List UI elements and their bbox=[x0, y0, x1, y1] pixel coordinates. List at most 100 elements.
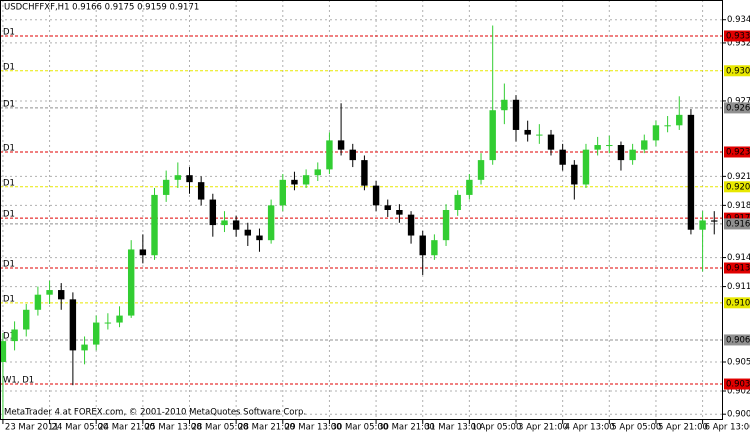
level-price-box bbox=[724, 334, 750, 346]
candle-body bbox=[594, 145, 601, 150]
candle-body bbox=[524, 129, 531, 135]
candle-body bbox=[407, 214, 415, 236]
candle-body bbox=[337, 140, 345, 150]
candle-body bbox=[687, 114, 695, 230]
candle-body bbox=[641, 140, 648, 150]
candle-body bbox=[361, 160, 368, 186]
candle-body bbox=[582, 149, 590, 185]
candle-body bbox=[349, 149, 356, 161]
x-tick-label: 28 Mar 21:00 bbox=[238, 423, 295, 433]
level-label: D1 bbox=[3, 99, 15, 109]
candle-body bbox=[81, 344, 88, 351]
level-price-box bbox=[724, 102, 750, 114]
candle-body bbox=[139, 249, 147, 256]
x-tick-label: 1 Apr 05:00 bbox=[471, 423, 521, 433]
candle-body bbox=[419, 235, 426, 256]
level-price-label: 0.9101 bbox=[726, 298, 750, 308]
candle-body bbox=[209, 199, 217, 226]
level-price-box bbox=[724, 181, 750, 193]
candle-body bbox=[244, 229, 252, 236]
level-price-box bbox=[724, 262, 750, 274]
x-tick-label: 23 Mar 2011 bbox=[5, 423, 59, 433]
candle-body bbox=[232, 220, 240, 230]
candle-body bbox=[489, 110, 496, 161]
candle-body bbox=[23, 309, 30, 330]
x-tick-label: 28 Mar 05:00 bbox=[191, 423, 248, 433]
candle-body bbox=[256, 235, 263, 241]
level-price-box bbox=[724, 218, 750, 230]
x-tick-label: 6 Apr 13:00 bbox=[705, 423, 750, 433]
candle-body bbox=[92, 322, 100, 345]
y-tick-label: 0.9345 bbox=[727, 15, 750, 25]
candle-body bbox=[501, 99, 508, 111]
candle-body bbox=[559, 149, 566, 165]
y-tick-label: 0.9275 bbox=[727, 96, 750, 106]
candle-body bbox=[58, 290, 65, 300]
candle-body bbox=[116, 315, 123, 323]
level-price-box bbox=[724, 212, 750, 224]
x-tick-label: 31 Mar 13:00 bbox=[425, 423, 482, 433]
x-tick-label: 25 Mar 13:00 bbox=[145, 423, 202, 433]
level-label: D1 bbox=[3, 143, 15, 153]
candle-body bbox=[279, 179, 286, 206]
candle-body bbox=[664, 125, 671, 127]
level-price-box bbox=[724, 378, 750, 390]
candle-body bbox=[267, 205, 275, 241]
candle-body bbox=[372, 185, 380, 206]
candle-body bbox=[46, 290, 53, 295]
candle-body bbox=[0, 341, 7, 362]
x-tick-label: 5 Apr 21:00 bbox=[658, 423, 708, 433]
candle-body bbox=[384, 205, 391, 210]
level-label: D1 bbox=[3, 331, 15, 341]
level-price-label: 0.9331 bbox=[726, 31, 750, 41]
x-tick-label: 24 Mar 05:00 bbox=[52, 423, 109, 433]
level-price-label: 0.9269 bbox=[726, 103, 750, 113]
chart-title: USDCHFFXF,H1 0.9166 0.9175 0.9159 0.9171 bbox=[4, 3, 199, 13]
candle-body bbox=[396, 210, 403, 215]
level-price-label: 0.9201 bbox=[726, 182, 750, 192]
level-price-label: 0.9131 bbox=[726, 264, 750, 274]
level-label: D1 bbox=[3, 260, 15, 270]
y-tick-label: 0.9005 bbox=[727, 410, 750, 420]
level-price-label: 0.9169 bbox=[726, 219, 750, 229]
candle-body bbox=[454, 194, 461, 210]
candle-body bbox=[711, 220, 718, 222]
candle-body bbox=[162, 179, 170, 195]
level-price-label: 0.9031 bbox=[726, 380, 750, 390]
candle-body bbox=[11, 329, 18, 342]
level-price-box bbox=[724, 65, 750, 77]
candle-body bbox=[104, 322, 112, 324]
candle-body bbox=[127, 249, 135, 316]
candle-body bbox=[174, 175, 182, 180]
y-tick-label: 0.9025 bbox=[727, 386, 750, 396]
candle-body bbox=[186, 175, 193, 183]
level-label: D1 bbox=[3, 178, 15, 188]
candle-body bbox=[431, 240, 438, 256]
candle-body bbox=[151, 194, 158, 256]
x-tick-label: 29 Mar 13:00 bbox=[285, 423, 342, 433]
level-price-label: 0.9231 bbox=[726, 147, 750, 157]
level-price-box bbox=[724, 146, 750, 158]
x-tick-label: 3 Apr 21:00 bbox=[518, 423, 568, 433]
candle-body bbox=[547, 134, 555, 150]
candle-body bbox=[197, 182, 205, 200]
level-label: D1 bbox=[3, 294, 15, 304]
candle-body bbox=[34, 294, 42, 310]
x-tick-label: 5 Apr 05:00 bbox=[611, 423, 661, 433]
candle-body bbox=[571, 164, 578, 185]
candle-body bbox=[629, 149, 636, 161]
x-tick-label: 30 Mar 21:00 bbox=[378, 423, 435, 433]
level-price-label: 0.9301 bbox=[726, 66, 750, 76]
candle-body bbox=[477, 160, 485, 180]
candle-body bbox=[442, 210, 450, 241]
level-label: D1 bbox=[3, 210, 15, 220]
level-label: D1 bbox=[3, 62, 15, 72]
candle-body bbox=[536, 134, 543, 136]
candle-body bbox=[221, 220, 228, 226]
y-tick-label: 0.9325 bbox=[727, 38, 750, 48]
candle-body bbox=[466, 179, 473, 195]
x-tick-label: 24 Mar 21:00 bbox=[98, 423, 155, 433]
